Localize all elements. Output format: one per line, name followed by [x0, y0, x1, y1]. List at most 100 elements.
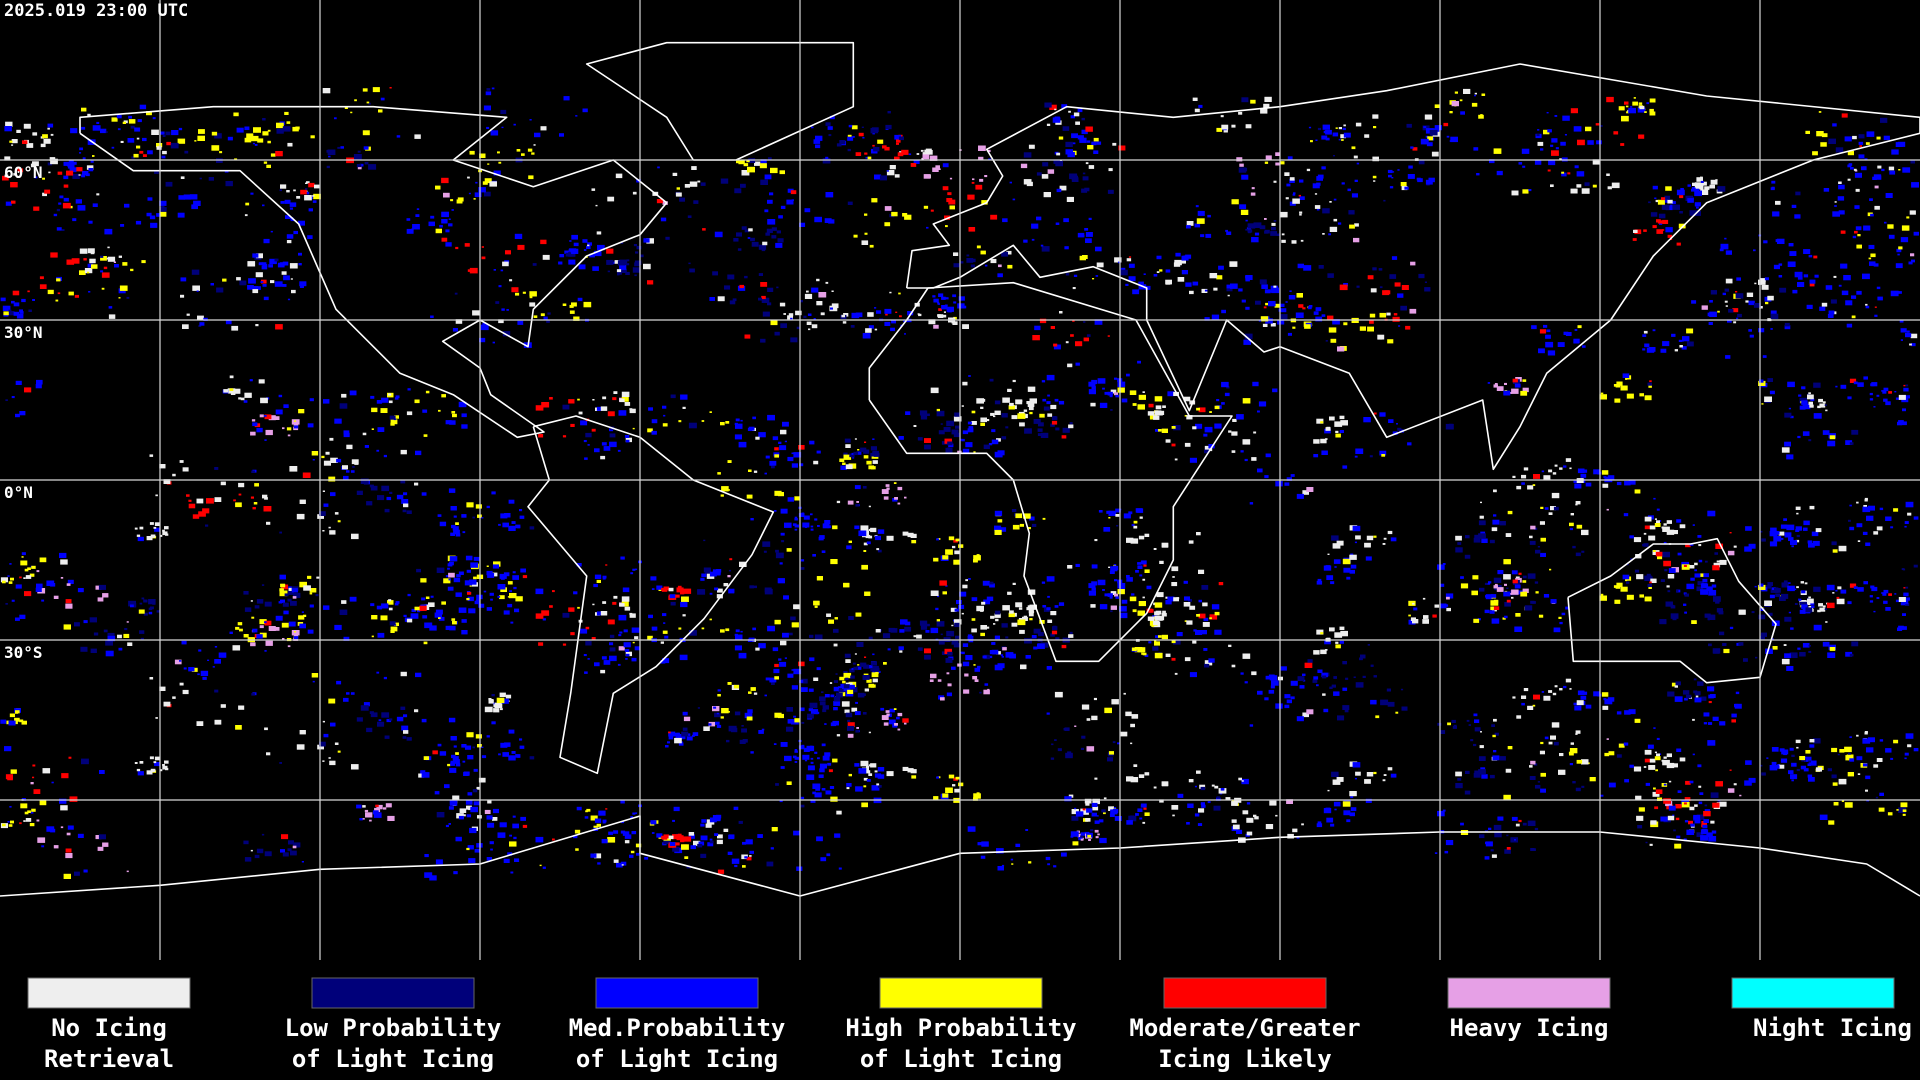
icing-pixel	[820, 857, 827, 862]
icing-pixel	[1540, 148, 1544, 151]
icing-pixel	[617, 271, 622, 275]
icing-pixel	[1194, 223, 1201, 228]
icing-pixel	[1072, 287, 1076, 290]
icing-pixel	[682, 406, 686, 409]
icing-pixel	[1061, 644, 1067, 649]
icing-pixel	[1251, 187, 1255, 190]
icing-pixel	[1373, 180, 1376, 182]
icing-pixel	[182, 324, 189, 329]
icing-pixel	[19, 309, 23, 313]
icing-pixel	[937, 595, 940, 598]
icing-pixel	[1654, 523, 1661, 527]
icing-pixel	[862, 137, 865, 139]
icing-pixel	[1142, 652, 1147, 656]
icing-pixel	[1144, 533, 1150, 537]
icing-pixel	[1303, 265, 1312, 271]
icing-pixel	[180, 277, 187, 282]
icing-pixel	[1667, 815, 1675, 821]
icing-pixel	[673, 806, 680, 812]
icing-pixel	[98, 834, 106, 840]
icing-pixel	[1783, 518, 1787, 521]
icing-pixel	[1348, 210, 1355, 215]
icing-pixel	[970, 264, 975, 268]
icing-pixel	[1443, 122, 1449, 127]
icing-pixel	[1818, 111, 1822, 113]
icing-pixel	[1424, 114, 1433, 120]
icing-pixel	[894, 156, 900, 161]
icing-pixel	[744, 229, 749, 233]
icing-pixel	[760, 338, 766, 343]
icing-pixel	[1204, 445, 1213, 452]
icing-pixel	[1479, 587, 1485, 592]
icing-pixel	[1766, 757, 1769, 759]
icing-pixel	[1676, 748, 1682, 752]
icing-pixel	[503, 858, 510, 863]
icing-pixel	[779, 445, 787, 451]
icing-pixel	[1843, 275, 1851, 281]
icing-pixel	[1070, 115, 1075, 119]
icing-pixel	[904, 722, 907, 725]
icing-pixel	[15, 617, 20, 621]
icing-pixel	[1186, 221, 1194, 226]
icing-pixel	[1862, 273, 1870, 280]
icing-pixel	[1047, 413, 1053, 417]
icing-pixel	[1318, 265, 1324, 269]
icing-pixel	[1553, 741, 1559, 746]
icing-pixel	[1788, 407, 1791, 410]
icing-pixel	[1343, 322, 1348, 326]
icing-pixel	[866, 779, 871, 782]
icing-pixel	[832, 758, 838, 763]
icing-pixel	[1265, 318, 1273, 324]
icing-pixel	[783, 313, 786, 315]
icing-pixel	[1657, 797, 1663, 801]
icing-pixel	[164, 526, 169, 530]
icing-pixel	[16, 129, 21, 133]
icing-pixel	[819, 768, 825, 773]
icing-pixel	[1905, 332, 1912, 338]
icing-pixel	[967, 428, 974, 433]
icing-pixel	[1061, 435, 1067, 439]
icing-pixel	[947, 192, 952, 196]
icing-pixel	[474, 600, 480, 605]
icing-pixel	[1264, 475, 1269, 479]
icing-pixel	[1070, 835, 1074, 838]
icing-pixel	[196, 498, 204, 504]
icing-pixel	[72, 218, 77, 222]
icing-pixel	[1113, 564, 1117, 567]
icing-pixel	[1656, 753, 1660, 757]
icing-pixel	[703, 726, 710, 731]
icing-pixel	[8, 309, 12, 312]
icing-pixel	[448, 561, 454, 566]
icing-pixel	[1686, 583, 1695, 590]
icing-pixel	[1271, 680, 1279, 686]
icing-pixel	[152, 602, 156, 605]
icing-pixel	[515, 596, 523, 602]
icing-pixel	[445, 242, 452, 247]
icing-pixel	[812, 783, 821, 789]
icing-pixel	[390, 422, 395, 426]
icing-pixel	[1489, 539, 1495, 544]
icing-pixel	[806, 321, 812, 325]
icing-pixel	[761, 728, 765, 731]
icing-pixel	[993, 415, 996, 418]
icing-pixel	[1106, 510, 1111, 514]
icing-pixel	[1674, 685, 1678, 688]
icing-pixel	[1856, 244, 1862, 249]
icing-pixel	[1569, 748, 1578, 754]
icing-pixel	[1027, 589, 1036, 595]
icing-pixel	[32, 776, 35, 779]
icing-pixel	[771, 235, 777, 239]
icing-pixel	[1694, 697, 1702, 703]
icing-pixel	[1725, 355, 1731, 359]
icing-pixel	[726, 739, 730, 743]
icing-pixel	[648, 614, 653, 619]
icing-pixel	[774, 454, 779, 458]
icing-pixel	[1874, 205, 1880, 210]
icing-pixel	[1227, 294, 1230, 297]
icing-pixel	[312, 459, 315, 461]
icing-pixel	[1335, 430, 1339, 433]
icing-pixel	[1644, 749, 1652, 755]
icing-pixel	[1658, 213, 1666, 219]
icing-pixel	[1279, 314, 1288, 320]
icing-pixel	[1428, 177, 1435, 183]
